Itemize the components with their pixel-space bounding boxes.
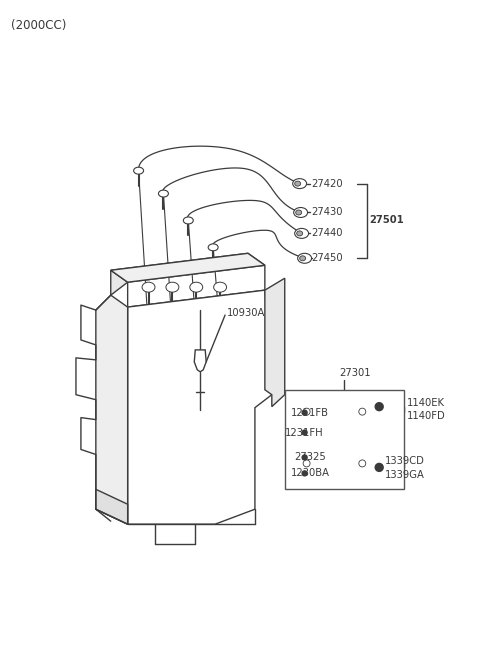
Text: 27301: 27301 — [339, 368, 371, 378]
Polygon shape — [194, 350, 206, 372]
Circle shape — [375, 403, 383, 411]
Text: 1339GA: 1339GA — [385, 470, 425, 480]
Circle shape — [303, 460, 310, 467]
Ellipse shape — [190, 282, 203, 292]
Ellipse shape — [166, 282, 179, 292]
Ellipse shape — [298, 253, 312, 263]
Text: 27501: 27501 — [369, 215, 404, 225]
Ellipse shape — [133, 167, 144, 174]
Text: 27450: 27450 — [312, 253, 343, 263]
Circle shape — [375, 464, 383, 472]
Circle shape — [302, 471, 307, 476]
Ellipse shape — [208, 244, 218, 251]
Ellipse shape — [158, 190, 168, 197]
Text: 27440: 27440 — [312, 229, 343, 238]
Polygon shape — [167, 307, 179, 332]
Bar — [285, 390, 404, 489]
Ellipse shape — [296, 210, 301, 215]
Text: 1339CD: 1339CD — [385, 457, 425, 466]
Circle shape — [302, 410, 307, 415]
Polygon shape — [143, 307, 155, 332]
Ellipse shape — [297, 231, 302, 236]
Ellipse shape — [293, 179, 307, 189]
Polygon shape — [111, 253, 265, 282]
Ellipse shape — [295, 229, 309, 238]
Circle shape — [303, 408, 310, 415]
Polygon shape — [214, 307, 226, 332]
Text: 1140FD: 1140FD — [407, 411, 446, 421]
Ellipse shape — [294, 208, 308, 217]
Ellipse shape — [142, 282, 155, 292]
Polygon shape — [305, 407, 364, 468]
Text: 27420: 27420 — [312, 179, 343, 189]
Ellipse shape — [214, 282, 227, 292]
Ellipse shape — [295, 181, 300, 186]
Polygon shape — [265, 278, 285, 407]
Text: 27430: 27430 — [312, 208, 343, 217]
Polygon shape — [128, 290, 272, 524]
Text: 27325: 27325 — [295, 453, 326, 462]
Polygon shape — [128, 265, 265, 307]
Circle shape — [302, 455, 307, 460]
Text: 1140EK: 1140EK — [407, 398, 445, 407]
Polygon shape — [111, 271, 128, 295]
Circle shape — [359, 460, 366, 467]
Circle shape — [359, 408, 366, 415]
Circle shape — [302, 430, 307, 435]
Ellipse shape — [183, 217, 193, 224]
Polygon shape — [96, 295, 128, 524]
Text: 10930A: 10930A — [227, 308, 265, 318]
Polygon shape — [190, 307, 202, 332]
Text: 1231FH: 1231FH — [285, 428, 324, 438]
Text: 1231FB: 1231FB — [291, 407, 329, 418]
Text: 1230BA: 1230BA — [291, 468, 330, 478]
Polygon shape — [96, 489, 128, 524]
Polygon shape — [111, 253, 265, 282]
Ellipse shape — [300, 256, 306, 261]
Text: (2000CC): (2000CC) — [12, 19, 67, 32]
